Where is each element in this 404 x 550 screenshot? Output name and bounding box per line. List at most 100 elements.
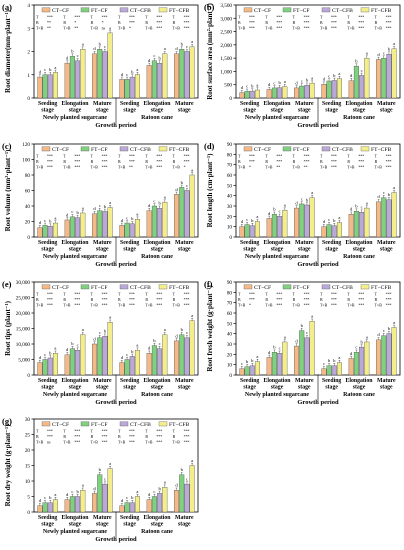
stat-factor: T×B	[118, 166, 126, 170]
stat-factor: T	[265, 155, 268, 159]
bar	[299, 85, 305, 99]
y-axis-label: Root volume (mm³·plant⁻¹)	[4, 149, 12, 231]
significance-letter: d	[268, 211, 271, 216]
legend-label: FT−CFB	[371, 8, 392, 14]
significance-letter: d	[121, 498, 124, 503]
stage-label: Mature	[295, 240, 314, 246]
stage-label: stage	[41, 108, 54, 114]
legend-label: CT−CFB	[332, 147, 353, 153]
significance-letter: b	[99, 467, 102, 472]
bar	[348, 358, 354, 376]
stage-label: stage	[69, 247, 82, 253]
stat-value: *	[249, 304, 251, 308]
x-axis-label: Growth period	[297, 261, 339, 268]
significance-letter: c	[44, 218, 46, 223]
stat-factor: T	[375, 293, 378, 297]
chart-panel: 0 20 40 60 80 100 120 Root volume (mm³·plant⁻¹)…	[2, 141, 199, 268]
significance-letter: b	[333, 358, 336, 363]
stage-label: Mature	[93, 240, 112, 246]
legend-swatch	[243, 146, 253, 152]
stage-label: stage	[123, 385, 136, 391]
legend-swatch	[41, 284, 51, 290]
bar	[336, 78, 342, 99]
stat-factor: T×B	[91, 441, 99, 445]
significance-letter: b	[131, 349, 134, 354]
significance-letter: c	[279, 346, 281, 351]
significance-letter: d	[350, 73, 353, 78]
significance-letter: c	[71, 209, 73, 214]
significance-letter: d	[323, 219, 326, 224]
stat-value: ***	[276, 27, 282, 31]
stat-factor: B	[293, 298, 296, 302]
bar	[359, 212, 365, 238]
stat-factor: B	[265, 160, 268, 164]
bar	[134, 219, 140, 238]
stat-factor: B	[145, 298, 148, 302]
significance-letter: c	[71, 489, 73, 494]
significance-letter: a	[109, 315, 111, 320]
stat-value: ***	[386, 27, 392, 31]
stat-value: ***	[304, 293, 310, 297]
legend-swatch	[360, 284, 370, 290]
significance-letter: a	[136, 343, 138, 348]
stat-factor: B	[238, 21, 241, 25]
significance-letter: b	[49, 350, 52, 355]
stage-label: Elongation	[61, 378, 89, 384]
stat-factor: T×B	[265, 166, 273, 170]
significance-letter: b	[251, 358, 254, 363]
stage-label: Seeding	[120, 515, 139, 521]
significance-letter: a	[338, 71, 340, 76]
bar	[244, 366, 250, 376]
legend-swatch	[158, 7, 168, 13]
significance-letter: a	[82, 205, 84, 210]
significance-letter: c	[306, 330, 308, 335]
bar	[239, 92, 245, 99]
legend-swatch	[321, 146, 331, 152]
bar	[134, 496, 140, 513]
legend-label: CT−CF	[52, 147, 69, 153]
stat-factor: B	[118, 160, 121, 164]
bar	[254, 221, 260, 238]
stat-value: *	[129, 27, 131, 31]
stat-value: ***	[102, 160, 108, 164]
stage-label: stage	[353, 247, 366, 253]
legend-swatch	[360, 7, 370, 13]
y-tick-label: 30	[25, 417, 31, 423]
significance-letter: c	[383, 51, 385, 56]
stat-value: **	[276, 166, 280, 170]
stage-label: stage	[151, 385, 164, 391]
bar	[64, 62, 70, 99]
significance-letter: c	[323, 361, 325, 366]
stage-label: Mature	[377, 240, 396, 246]
stat-factor: T	[145, 155, 148, 159]
group-label: Ratoon cane	[141, 392, 173, 398]
stat-value: ***	[184, 21, 190, 25]
significance-letter: b	[76, 210, 79, 215]
y-tick-label: 70	[227, 301, 233, 307]
bar	[64, 499, 70, 513]
bar	[75, 496, 81, 513]
stage-label: stage	[69, 108, 82, 114]
y-tick-label: 30	[227, 204, 233, 210]
stage-label: stage	[96, 522, 109, 528]
significance-letter: b	[71, 49, 74, 54]
stat-factor: T	[293, 155, 296, 159]
stage-label: Elongation	[143, 101, 171, 107]
stage-label: stage	[380, 108, 393, 114]
stat-factor: B	[63, 435, 66, 439]
stat-factor: T×B	[173, 304, 181, 308]
stat-value: *	[249, 166, 251, 170]
significance-letter: b	[388, 326, 391, 331]
stage-label: stage	[178, 385, 191, 391]
stat-value: ***	[304, 16, 310, 20]
stat-value: ***	[102, 155, 108, 159]
bar	[309, 321, 315, 376]
stat-value: ***	[184, 298, 190, 302]
stage-label: stage	[271, 247, 284, 253]
stage-label: stage	[123, 522, 136, 528]
bar	[271, 352, 277, 376]
stat-value: **	[74, 27, 78, 31]
bar	[386, 333, 392, 376]
significance-letter: b	[131, 495, 134, 500]
